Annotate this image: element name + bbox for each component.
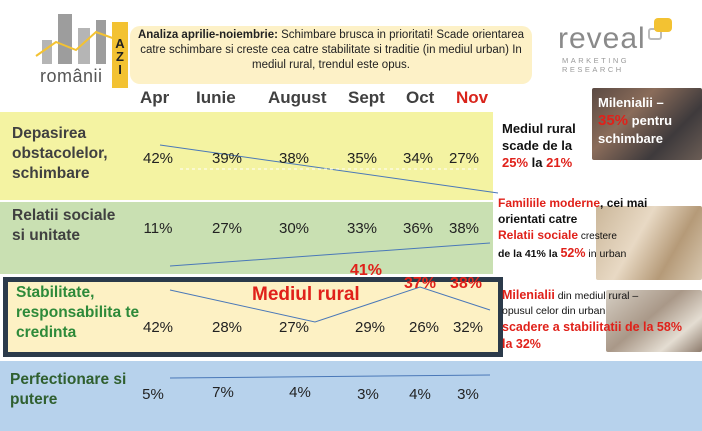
row-label: Perfectionare si putere: [10, 371, 127, 408]
rural-millennials-photo: [606, 290, 702, 352]
logo-word: românii: [40, 66, 103, 86]
annotation-line: Milenialii din mediul rural –: [502, 288, 639, 302]
annotation-line: Mediul rural: [502, 121, 576, 136]
romanii-azi-logo: românii AZI: [14, 10, 129, 88]
column-header: Iunie: [196, 88, 236, 107]
note-text: Schimbare brusca in prioritati! Scade or…: [140, 29, 525, 71]
value-cell: 5%: [142, 386, 164, 403]
column-header: Apr: [140, 88, 170, 107]
column-header: Nov: [456, 88, 489, 107]
note-bold: Analiza aprilie-noiembrie:: [137, 29, 278, 41]
annotation-families: Familiile moderne, cei mai orientati cat…: [498, 195, 688, 262]
value-cell: 38%: [278, 150, 310, 167]
column-header: August: [268, 88, 327, 107]
value-cell: 4%: [289, 384, 311, 401]
logo-badge: AZI: [112, 22, 128, 88]
annotation-line: scade de la: [502, 138, 573, 153]
value-cell: 30%: [278, 220, 310, 237]
trend-line-icon: [35, 30, 119, 57]
value-cell: 3%: [457, 386, 479, 403]
value-cell: 36%: [402, 220, 434, 237]
value-cell: 29%: [354, 319, 386, 336]
column-header: Oct: [406, 88, 435, 107]
value-cell: 7%: [212, 384, 234, 401]
rural-label: Mediul rural: [252, 284, 360, 305]
value-cell: 4%: [409, 386, 431, 403]
value-cell: 33%: [346, 220, 378, 237]
brand-tagline: MARKETING RESEARCH: [562, 56, 629, 74]
annotation-rural: Mediul rural scade de la 25% la 21%: [502, 120, 594, 171]
reveal-logo: reveal MARKETING RESEARCH: [548, 18, 698, 78]
annotation-line: Familiile moderne, cei mai orientati cat…: [498, 196, 648, 226]
logo-bar: [58, 14, 72, 64]
annotation-millennials: Milenialii – 35% pentru schimbare: [598, 94, 702, 148]
brand-line1: MARKETING: [562, 56, 630, 65]
rural-value-nov: 38%: [450, 275, 483, 292]
row-background: [0, 202, 493, 274]
value-cell: 32%: [452, 319, 484, 336]
value-cell: 42%: [142, 150, 174, 167]
value-cell: 26%: [408, 319, 440, 336]
row-background: [0, 361, 702, 431]
family-photo: [596, 206, 702, 280]
annotation-line: 25% la 21%: [502, 155, 573, 170]
value-cell: 34%: [402, 150, 434, 167]
annotation-line: scadere a stabilitatii de la 58% la 32%: [502, 320, 682, 351]
annotation-line: 35% pentru schimbare: [598, 112, 673, 146]
value-cell: 39%: [211, 150, 243, 167]
value-cell: 27%: [278, 319, 310, 336]
brand-line2: RESEARCH: [562, 65, 624, 74]
value-cell: 3%: [357, 386, 379, 403]
annotation-line: Milenialii –: [598, 95, 664, 110]
logo-bar: [96, 20, 106, 64]
value-cell: 28%: [211, 319, 243, 336]
row-label: Stabilitate, responsabilita te credinta: [16, 284, 140, 341]
row-label: Relatii sociale si unitate: [12, 207, 116, 244]
annotation-line: de la 41% la 52% in urban: [498, 246, 627, 260]
annotation-line: Relatii sociale crestere: [498, 228, 617, 242]
row-background-highlight: [3, 277, 503, 357]
row-label: Depasirea obstacolelor, schimbare: [12, 125, 108, 182]
row-background: [0, 112, 493, 200]
logo-square-icon: [654, 18, 672, 32]
value-cell: 35%: [346, 150, 378, 167]
rural-value-sept: 41%: [350, 262, 383, 279]
value-cell: 11%: [143, 220, 173, 237]
annotation-line: opusul celor din urban: [502, 305, 606, 317]
annotation-rural-millennials: Milenialii din mediul rural – opusul cel…: [502, 288, 688, 353]
value-cell: 27%: [211, 220, 243, 237]
millennials-photo: [592, 88, 702, 160]
value-cell: 38%: [448, 220, 480, 237]
value-cell: 27%: [448, 150, 480, 167]
column-header: Sept: [348, 88, 385, 107]
rural-value-oct: 37%: [404, 275, 437, 292]
logo-bar: [78, 28, 90, 64]
value-cell: 42%: [142, 319, 174, 336]
logo-bar: [42, 40, 52, 64]
brand-name: reveal: [558, 22, 646, 55]
analysis-note: Analiza aprilie-noiembrie: Schimbare bru…: [130, 26, 532, 84]
